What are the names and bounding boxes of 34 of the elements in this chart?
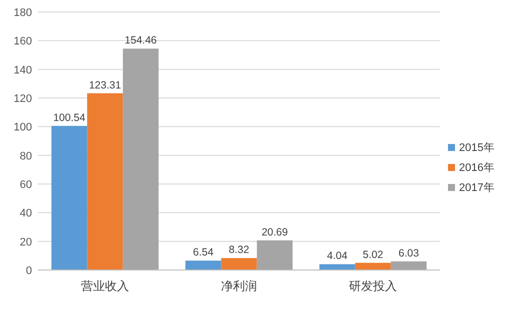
- data-label: 4.04: [327, 250, 348, 262]
- bar: [51, 126, 88, 270]
- y-tick-label: 80: [20, 150, 32, 162]
- data-label: 6.54: [193, 246, 214, 259]
- bar: [319, 264, 356, 270]
- x-tick-label: 营业收入: [81, 279, 129, 293]
- legend-label: 2016年: [459, 162, 494, 174]
- data-label: 8.32: [228, 244, 250, 256]
- data-label: 100.54: [53, 112, 86, 124]
- y-tick-label: 120: [14, 93, 32, 105]
- bar: [87, 93, 123, 270]
- y-tick-label: 100: [14, 122, 32, 134]
- data-label: 123.31: [88, 79, 122, 92]
- y-tick-label: 60: [20, 179, 32, 191]
- y-tick-label: 20: [20, 236, 32, 248]
- bar: [355, 262, 391, 270]
- data-label: 5.02: [362, 248, 384, 261]
- bar: [122, 48, 159, 270]
- y-tick-label: 40: [20, 208, 32, 220]
- y-tick-label: 180: [14, 7, 32, 19]
- y-tick-label: 140: [14, 64, 32, 76]
- data-label: 154.46: [124, 34, 157, 47]
- x-tick-label: 研发投入: [349, 279, 397, 293]
- data-label: 20.69: [262, 226, 288, 238]
- bar: [256, 240, 293, 270]
- legend-label: 2015年: [459, 142, 494, 154]
- legend-label: 2017年: [459, 182, 494, 194]
- y-tick-label: 0: [26, 265, 32, 277]
- bar: [390, 261, 427, 270]
- data-label: 6.03: [398, 247, 420, 260]
- y-tick-label: 160: [14, 36, 32, 48]
- bar: [221, 258, 257, 270]
- x-tick-label: 净利润: [221, 279, 257, 293]
- bar: [185, 260, 222, 270]
